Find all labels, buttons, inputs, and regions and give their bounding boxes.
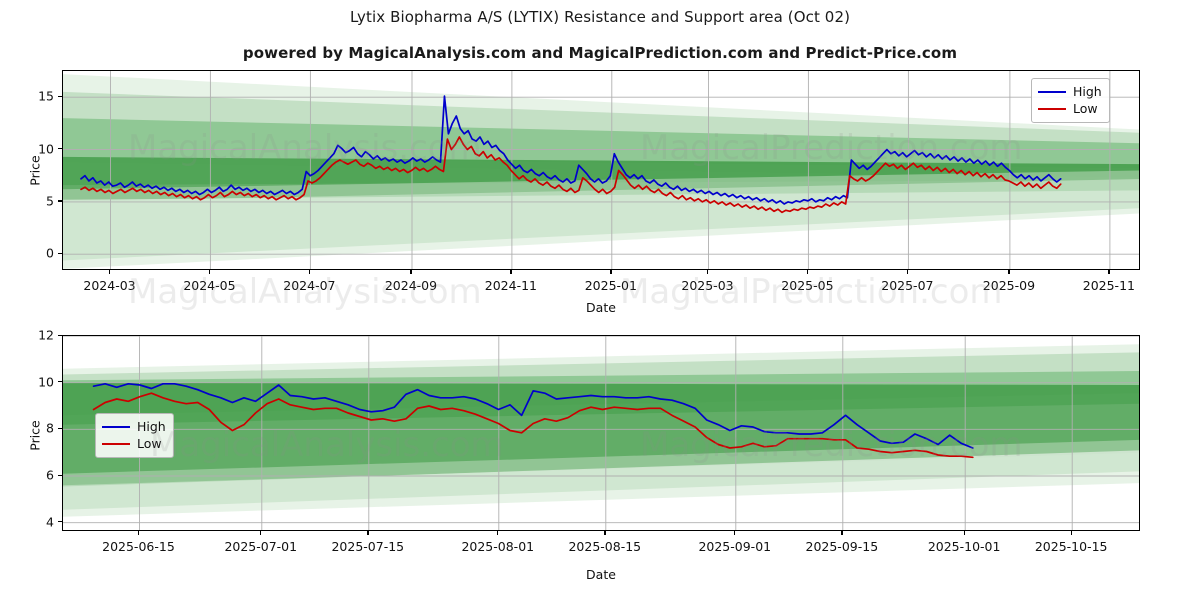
lower-y-axis-label: Price [27,420,43,451]
y-tick-label: 12 [38,327,54,343]
x-tick-label: 2024-11 [484,278,538,293]
x-tick-label: 2025-11 [1082,278,1135,293]
legend-label-high: High [1073,84,1102,99]
low-line-swatch-icon [1038,107,1066,110]
lower-chart-panel [62,335,1140,531]
legend-label-high-lower: High [137,419,166,434]
y-tick-mark [58,381,62,383]
x-tick-label: 2024-05 [183,278,236,293]
grid-group [63,71,1139,269]
high-line-swatch-icon [102,425,130,428]
x-tick-mark [137,531,140,535]
y-tick-mark [58,474,62,476]
band-group [63,74,1139,269]
x-tick-mark [510,270,512,274]
series-line-low [80,136,1062,214]
x-tick-label: 2024-09 [384,278,438,293]
grid-group [63,336,1139,530]
x-tick-label: 2025-03 [681,278,734,293]
y-tick-mark [58,200,62,202]
series-line-high [80,95,1062,205]
x-tick-label: 2025-07 [881,278,934,293]
y-tick-label: 6 [46,467,54,483]
y-tick-label: 8 [46,420,54,436]
x-tick-label: 2025-07-01 [224,539,298,554]
series-line-low [92,392,974,459]
lower-plot-area [62,335,1140,531]
y-tick-mark [58,427,62,430]
x-tick-mark [367,531,369,535]
x-tick-label: 2025-08-15 [568,539,642,554]
x-tick-label: 2025-08-01 [461,539,535,554]
x-tick-mark [1008,270,1010,274]
x-tick-mark [109,270,111,274]
band-outer-lower [63,178,1139,269]
x-tick-label: 2025-09-01 [698,539,772,554]
legend-row-low-lower[interactable]: Low [102,435,166,452]
upper-chart-legend[interactable]: High Low [1031,78,1110,123]
y-tick-label: 0 [46,245,54,261]
y-tick-mark [58,252,62,254]
upper-x-axis-label: Date [586,300,616,315]
legend-label-low: Low [1073,101,1098,116]
x-tick-mark [841,531,843,535]
upper-plot-svg [63,71,1139,269]
x-tick-mark [497,531,499,535]
x-tick-mark [1070,531,1072,535]
upper-plot-area [62,70,1140,270]
upper-chart-panel [62,70,1140,270]
y-tick-mark [58,148,62,150]
x-tick-label: 2024-07 [283,278,336,293]
y-tick-label: 10 [38,374,54,390]
high-line-swatch-icon [1038,90,1066,93]
y-tick-label: 5 [46,193,54,209]
x-tick-label: 2025-10-15 [1034,539,1108,554]
legend-row-low[interactable]: Low [1038,100,1102,117]
y-tick-label: 4 [46,514,54,530]
band-group [63,344,1139,517]
x-tick-label: 2025-01 [584,278,637,293]
low-line-swatch-icon [102,442,130,445]
x-tick-mark [906,270,909,274]
y-tick-mark [58,521,62,523]
y-tick-label: 10 [38,141,54,157]
x-tick-mark [308,270,311,274]
y-tick-mark [58,334,62,336]
x-tick-label: 2025-07-15 [331,539,405,554]
legend-row-high[interactable]: High [1038,83,1102,100]
x-tick-mark [963,531,965,535]
x-tick-label: 2025-09-15 [805,539,879,554]
x-tick-label: 2025-06-15 [102,539,175,554]
page-subtitle: powered by MagicalAnalysis.com and Magic… [242,44,958,62]
x-tick-label: 2025-10-01 [927,539,1001,554]
series-line-high [92,382,974,449]
y-tick-mark [58,95,62,97]
x-tick-mark [734,531,736,535]
upper-y-axis-label: Price [27,155,43,186]
lower-chart-legend[interactable]: High Low [95,413,174,458]
band-outer-lower [63,452,1139,517]
x-tick-mark [604,531,606,535]
legend-label-low-lower: Low [137,436,162,451]
legend-row-high-lower[interactable]: High [102,418,166,435]
lower-x-axis-label: Date [586,567,616,582]
x-tick-mark [208,270,211,274]
x-tick-label: 2025-09 [982,278,1036,293]
lower-plot-svg [63,336,1139,530]
x-tick-mark [706,270,709,274]
x-tick-label: 2024-03 [83,278,136,293]
x-tick-mark [410,270,412,274]
x-tick-mark [1108,270,1110,274]
y-tick-label: 15 [38,88,54,104]
x-tick-mark [610,270,612,274]
page-title: Lytix Biopharma A/S (LYTIX) Resistance a… [349,8,851,26]
x-tick-mark [806,270,809,274]
x-tick-mark [260,531,262,535]
x-tick-label: 2025-05 [781,278,834,293]
